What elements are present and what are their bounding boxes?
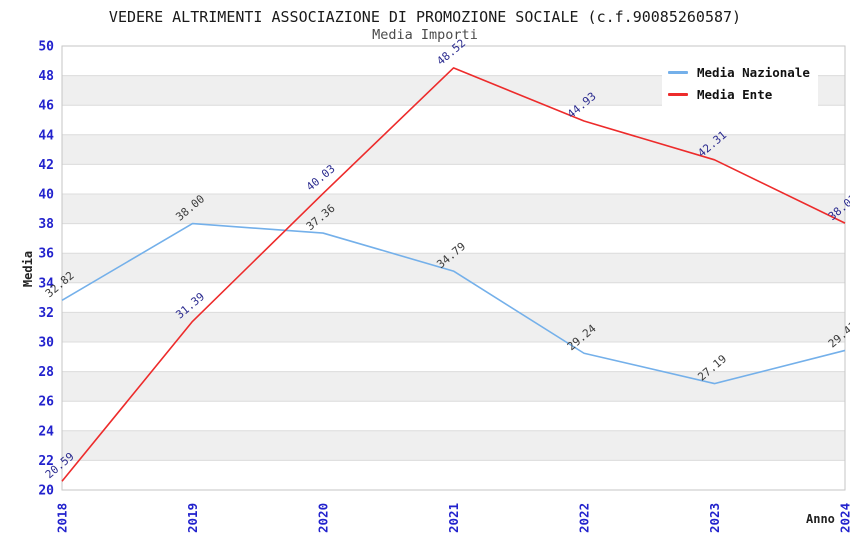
legend-item-media-ente[interactable]: Media Ente <box>668 83 818 105</box>
y-tick-label: 36 <box>38 247 54 262</box>
data-label: 40.03 <box>304 162 338 193</box>
y-tick-label: 24 <box>38 424 54 439</box>
x-tick-label: 2020 <box>316 503 331 533</box>
line-swatch-ente-icon <box>668 92 688 96</box>
y-tick-label: 38 <box>38 217 54 232</box>
plot-band <box>62 312 845 342</box>
plot-band <box>62 430 845 461</box>
x-tick-label: 2024 <box>838 503 850 533</box>
y-tick-label: 28 <box>38 365 54 380</box>
y-tick-label: 48 <box>38 69 54 84</box>
y-axis-title: Media <box>21 250 35 288</box>
series-line-media-ente <box>61 67 846 482</box>
y-tick-label: 40 <box>38 188 54 203</box>
y-tick-label: 32 <box>38 306 54 321</box>
x-tick-label: 2018 <box>55 503 70 533</box>
line-swatch-nazionale-icon <box>668 70 688 74</box>
x-axis-title: Anno <box>806 512 835 526</box>
y-tick-label: 34 <box>38 276 54 291</box>
y-tick-label: 50 <box>38 40 54 55</box>
x-tick-label: 2023 <box>707 503 722 533</box>
chart-title: VEDERE ALTRIMENTI ASSOCIAZIONE DI PROMOZ… <box>108 8 742 26</box>
plot-band <box>62 371 845 402</box>
legend-label: Media Ente <box>697 86 773 102</box>
x-tick-label: 2022 <box>577 503 592 533</box>
legend-label: Media Nazionale <box>697 64 810 80</box>
legend-item-media-nazionale[interactable]: Media Nazionale <box>668 61 818 83</box>
x-tick-label: 2019 <box>185 503 200 533</box>
plot-band <box>62 194 845 224</box>
y-tick-label: 20 <box>38 484 54 499</box>
y-tick-label: 26 <box>38 395 54 410</box>
y-tick-label: 42 <box>38 158 54 173</box>
y-tick-label: 44 <box>38 128 54 143</box>
x-tick-label: 2021 <box>446 503 461 533</box>
plot-band <box>62 253 845 283</box>
legend: Media Nazionale Media Ente <box>662 57 818 109</box>
y-tick-label: 22 <box>38 454 54 469</box>
plot-border <box>61 45 846 491</box>
chart-subtitle: Media Importi <box>372 27 478 43</box>
y-tick-label: 30 <box>38 336 54 351</box>
y-tick-label: 46 <box>38 99 54 114</box>
series-line-media-nazionale <box>61 222 846 385</box>
